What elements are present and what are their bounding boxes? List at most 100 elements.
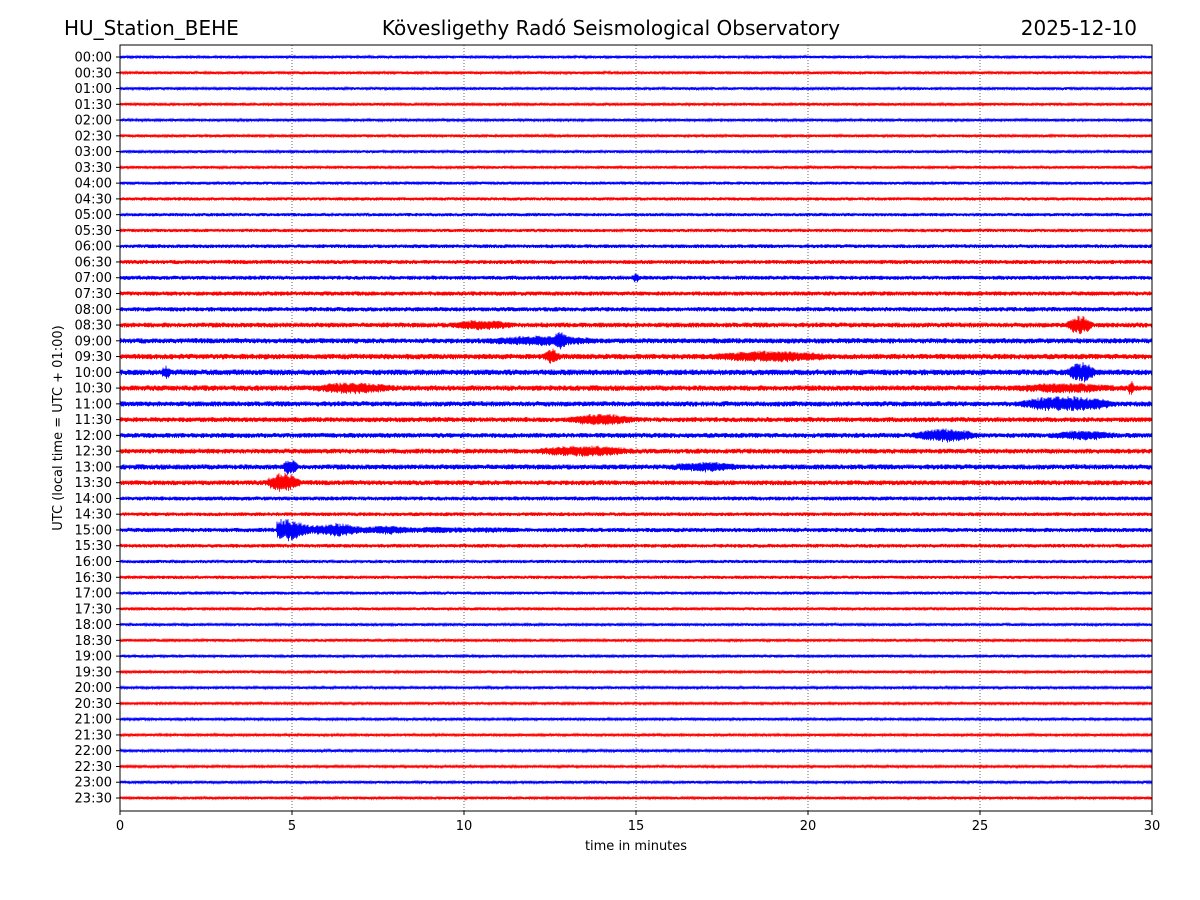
trace-09:30 [119,348,1153,364]
y-tick-label: 11:30 [75,413,112,428]
trace-02:00 [119,117,1153,123]
trace-06:00 [119,243,1153,249]
y-tick-label: 06:00 [75,240,112,255]
y-tick-label: 14:00 [75,492,112,507]
trace-05:00 [119,212,1153,218]
y-tick-label: 12:00 [75,429,112,444]
y-tick-label: 09:30 [75,350,112,365]
trace-23:00 [119,779,1153,786]
trace-19:30 [119,669,1153,675]
y-tick-label: 19:00 [75,650,112,665]
y-tick-label: 23:30 [75,792,112,807]
y-tick-label: 03:30 [75,161,112,176]
y-tick-label: 16:00 [75,555,112,570]
y-tick-label: 07:30 [75,287,112,302]
trace-20:30 [119,700,1153,707]
y-tick-label: 03:00 [75,145,112,160]
trace-20:00 [119,684,1153,691]
trace-00:00 [119,54,1153,60]
x-tick-label: 30 [1144,819,1161,834]
y-tick-label: 19:30 [75,665,112,680]
trace-05:30 [119,227,1153,234]
trace-06:30 [119,259,1153,265]
trace-17:00 [119,590,1153,596]
trace-08:00 [119,306,1153,312]
y-tick-label: 23:00 [75,776,112,791]
y-tick-label: 00:30 [75,66,112,81]
trace-10:30 [119,381,1153,395]
x-tick-label: 10 [456,819,473,834]
y-tick-label: 20:00 [75,681,112,696]
y-tick-label: 08:00 [75,303,112,318]
y-tick-label: 12:30 [75,445,112,460]
y-tick-label: 13:30 [75,476,112,491]
trace-22:30 [119,763,1153,770]
trace-22:00 [119,747,1153,754]
trace-08:30 [119,315,1153,335]
y-tick-label: 00:00 [75,51,112,66]
trace-13:30 [119,472,1153,492]
trace-14:00 [119,496,1153,501]
y-tick-label: 07:00 [75,271,112,286]
y-tick-label: 17:30 [75,602,112,617]
trace-04:30 [119,196,1153,202]
x-tick-label: 15 [628,819,645,834]
trace-18:00 [119,621,1153,628]
y-tick-label: 10:00 [75,366,112,381]
trace-02:30 [119,133,1153,139]
trace-16:30 [119,574,1153,580]
trace-00:30 [119,69,1153,76]
y-tick-label: 20:30 [75,697,112,712]
y-tick-label: 22:00 [75,744,112,759]
trace-12:00 [119,428,1153,443]
trace-11:00 [119,396,1153,412]
trace-01:00 [119,85,1153,92]
trace-10:00 [119,362,1153,383]
trace-07:30 [119,291,1153,296]
y-tick-label: 01:00 [75,82,112,97]
observatory-title: Kövesligethy Radó Seismological Observat… [381,16,841,40]
trace-09:00 [119,332,1153,350]
y-tick-label: 10:30 [75,382,112,397]
y-tick-label: 04:30 [75,192,112,207]
trace-03:00 [119,148,1153,155]
y-tick-label: 15:00 [75,523,112,538]
y-tick-label: 18:00 [75,618,112,633]
trace-14:30 [119,511,1153,517]
y-tick-label: 18:30 [75,634,112,649]
trace-21:00 [119,716,1153,722]
y-tick-label: 09:00 [75,334,112,349]
y-axis-label: UTC (local time = UTC + 01:00) [51,325,66,530]
station-name: HU_Station_BEHE [64,16,239,40]
y-tick-label: 11:00 [75,397,112,412]
trace-18:30 [119,637,1153,644]
y-tick-label: 22:30 [75,760,112,775]
y-tick-label: 06:30 [75,255,112,270]
y-tick-label: 13:00 [75,460,112,475]
y-tick-label: 05:30 [75,224,112,239]
y-tick-label: 02:30 [75,129,112,144]
y-tick-label: 17:00 [75,587,112,602]
x-axis-label: time in minutes [585,839,687,854]
trace-16:00 [119,558,1153,565]
x-tick-label: 0 [116,819,124,834]
trace-07:00 [119,273,1153,283]
trace-21:30 [119,732,1153,738]
date-label: 2025-12-10 [1020,16,1137,40]
trace-15:30 [119,543,1153,549]
trace-17:30 [119,606,1153,612]
y-tick-label: 14:30 [75,508,112,523]
y-tick-label: 16:30 [75,571,112,586]
y-tick-label: 02:00 [75,114,112,129]
trace-15:00 [119,518,1153,542]
trace-04:00 [119,180,1153,186]
trace-11:30 [119,413,1153,426]
x-tick-label: 20 [800,819,817,834]
trace-23:30 [119,795,1153,801]
x-tick-label: 25 [972,819,989,834]
y-tick-label: 21:00 [75,713,112,728]
y-tick-label: 15:30 [75,539,112,554]
y-tick-label: 01:30 [75,98,112,113]
y-tick-label: 04:00 [75,177,112,192]
